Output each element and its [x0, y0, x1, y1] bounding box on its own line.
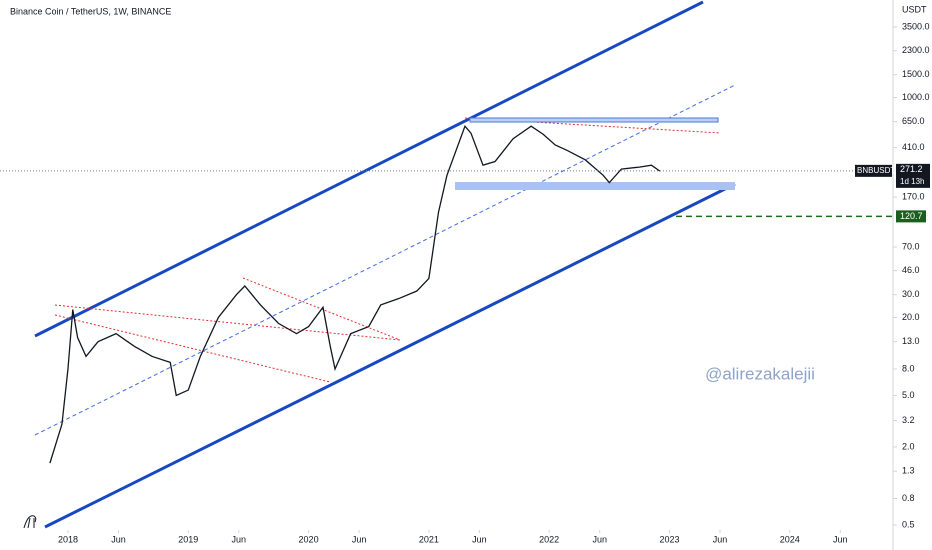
y-tick-label: 650.0	[902, 116, 925, 126]
y-tick-label: 3500.0	[902, 21, 930, 31]
y-tick-label: 20.0	[902, 312, 920, 322]
x-tick-label: 2019	[178, 534, 198, 544]
axis-label: USDT	[902, 4, 927, 14]
trend-line	[464, 117, 721, 134]
y-tick-label: 5.0	[902, 390, 915, 400]
x-tick-label: 2018	[58, 534, 78, 544]
y-tick-label: 2.0	[902, 441, 915, 451]
y-tick-label: 13.0	[902, 336, 920, 346]
zone	[455, 182, 735, 190]
price-tag	[896, 163, 930, 188]
x-tick-label: 2020	[299, 534, 319, 544]
logo	[23, 515, 37, 529]
y-tick-label: 1000.0	[902, 92, 930, 102]
trend-line	[54, 314, 331, 383]
y-tick-label: 1.3	[902, 466, 915, 476]
symbol-label: BNBUSDT	[857, 166, 895, 175]
zone	[469, 117, 719, 123]
x-tick-label: 2021	[419, 534, 439, 544]
chart-title: Binance Coin / TetherUS, 1W, BINANCE	[10, 6, 171, 16]
channel-lower	[44, 182, 736, 529]
x-tick-label: 2024	[780, 534, 800, 544]
y-tick-label: 0.5	[902, 519, 915, 529]
y-tick-label: 170.0	[902, 191, 925, 201]
channel-mid	[34, 84, 736, 436]
y-tick-label: 3.2	[902, 415, 915, 425]
y-tick-label: 410.0	[902, 142, 925, 152]
last-price-label: 271.2	[900, 164, 923, 174]
symbol-tag	[855, 164, 892, 177]
x-tick-label: Jun	[352, 534, 367, 544]
x-tick-label: Jun	[833, 534, 848, 544]
y-tick-label: 70.0	[902, 241, 920, 251]
target-tag	[896, 210, 926, 223]
y-tick-label: 30.0	[902, 289, 920, 299]
x-tick-label: 2022	[539, 534, 559, 544]
x-tick-label: Jun	[472, 534, 487, 544]
x-tick-label: 2023	[659, 534, 679, 544]
x-tick-label: Jun	[713, 534, 728, 544]
y-tick-label: 2300.0	[902, 45, 930, 55]
y-tick-label: 8.0	[902, 363, 915, 373]
channel-upper	[34, 0, 704, 338]
y-tick-label: 0.8	[902, 493, 915, 503]
target-label: 120.7	[900, 211, 923, 221]
watermark: @alirezakalejii	[705, 364, 815, 383]
x-tick-label: Jun	[232, 534, 247, 544]
x-tick-label: Jun	[111, 534, 126, 544]
x-tick-label: Jun	[592, 534, 607, 544]
y-tick-label: 46.0	[902, 265, 920, 275]
countdown-label: 1d 13h	[900, 177, 924, 186]
price-line	[49, 124, 661, 464]
y-tick-label: 1500.0	[902, 69, 930, 79]
trend-line	[54, 304, 401, 341]
